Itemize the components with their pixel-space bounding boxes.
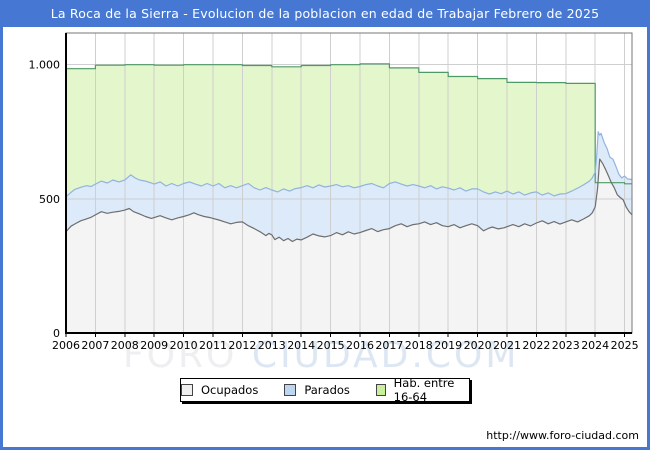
svg-text:2016: 2016 bbox=[346, 339, 374, 352]
title-bar: La Roca de la Sierra - Evolucion de la p… bbox=[3, 3, 647, 27]
svg-text:2006: 2006 bbox=[52, 339, 80, 352]
svg-text:2025: 2025 bbox=[611, 339, 639, 352]
legend-label-parados: Parados bbox=[304, 383, 350, 397]
site-url-text: http://www.foro-ciudad.com bbox=[486, 429, 639, 442]
ocupados-swatch-icon bbox=[181, 384, 193, 396]
svg-text:2018: 2018 bbox=[405, 339, 433, 352]
legend-label-hab-16-64: Hab. entre 16-64 bbox=[393, 376, 455, 404]
svg-text:2010: 2010 bbox=[170, 339, 198, 352]
page-title: La Roca de la Sierra - Evolucion de la p… bbox=[50, 6, 600, 21]
svg-text:2011: 2011 bbox=[199, 339, 227, 352]
svg-text:2020: 2020 bbox=[464, 339, 492, 352]
svg-text:1.000: 1.000 bbox=[29, 59, 61, 72]
hab-16-64-swatch-icon bbox=[375, 384, 386, 396]
svg-text:2022: 2022 bbox=[522, 339, 550, 352]
svg-text:2024: 2024 bbox=[581, 339, 609, 352]
parados-swatch-icon bbox=[284, 384, 297, 396]
svg-text:2017: 2017 bbox=[375, 339, 403, 352]
svg-text:2014: 2014 bbox=[287, 339, 315, 352]
legend-item-hab-16-64: Hab. entre 16-64 bbox=[375, 376, 469, 404]
svg-text:2021: 2021 bbox=[493, 339, 521, 352]
legend-item-parados: Parados bbox=[284, 383, 350, 397]
svg-text:0: 0 bbox=[53, 327, 60, 340]
watermark-left: FORO bbox=[123, 335, 238, 376]
svg-text:2007: 2007 bbox=[81, 339, 109, 352]
legend-label-ocupados: Ocupados bbox=[201, 383, 259, 397]
svg-text:2012: 2012 bbox=[228, 339, 256, 352]
svg-text:2008: 2008 bbox=[111, 339, 139, 352]
chart-legend: Ocupados Parados Hab. entre 16-64 bbox=[180, 376, 470, 404]
legend-item-ocupados: Ocupados bbox=[181, 383, 258, 397]
svg-text:500: 500 bbox=[39, 193, 60, 206]
svg-text:2019: 2019 bbox=[434, 339, 462, 352]
svg-text:2009: 2009 bbox=[140, 339, 168, 352]
watermark: FORO CIUDAD.COM bbox=[123, 335, 519, 376]
watermark-right: CIUDAD.COM bbox=[251, 335, 520, 376]
svg-text:2023: 2023 bbox=[552, 339, 580, 352]
svg-text:2013: 2013 bbox=[258, 339, 286, 352]
svg-text:2015: 2015 bbox=[317, 339, 345, 352]
